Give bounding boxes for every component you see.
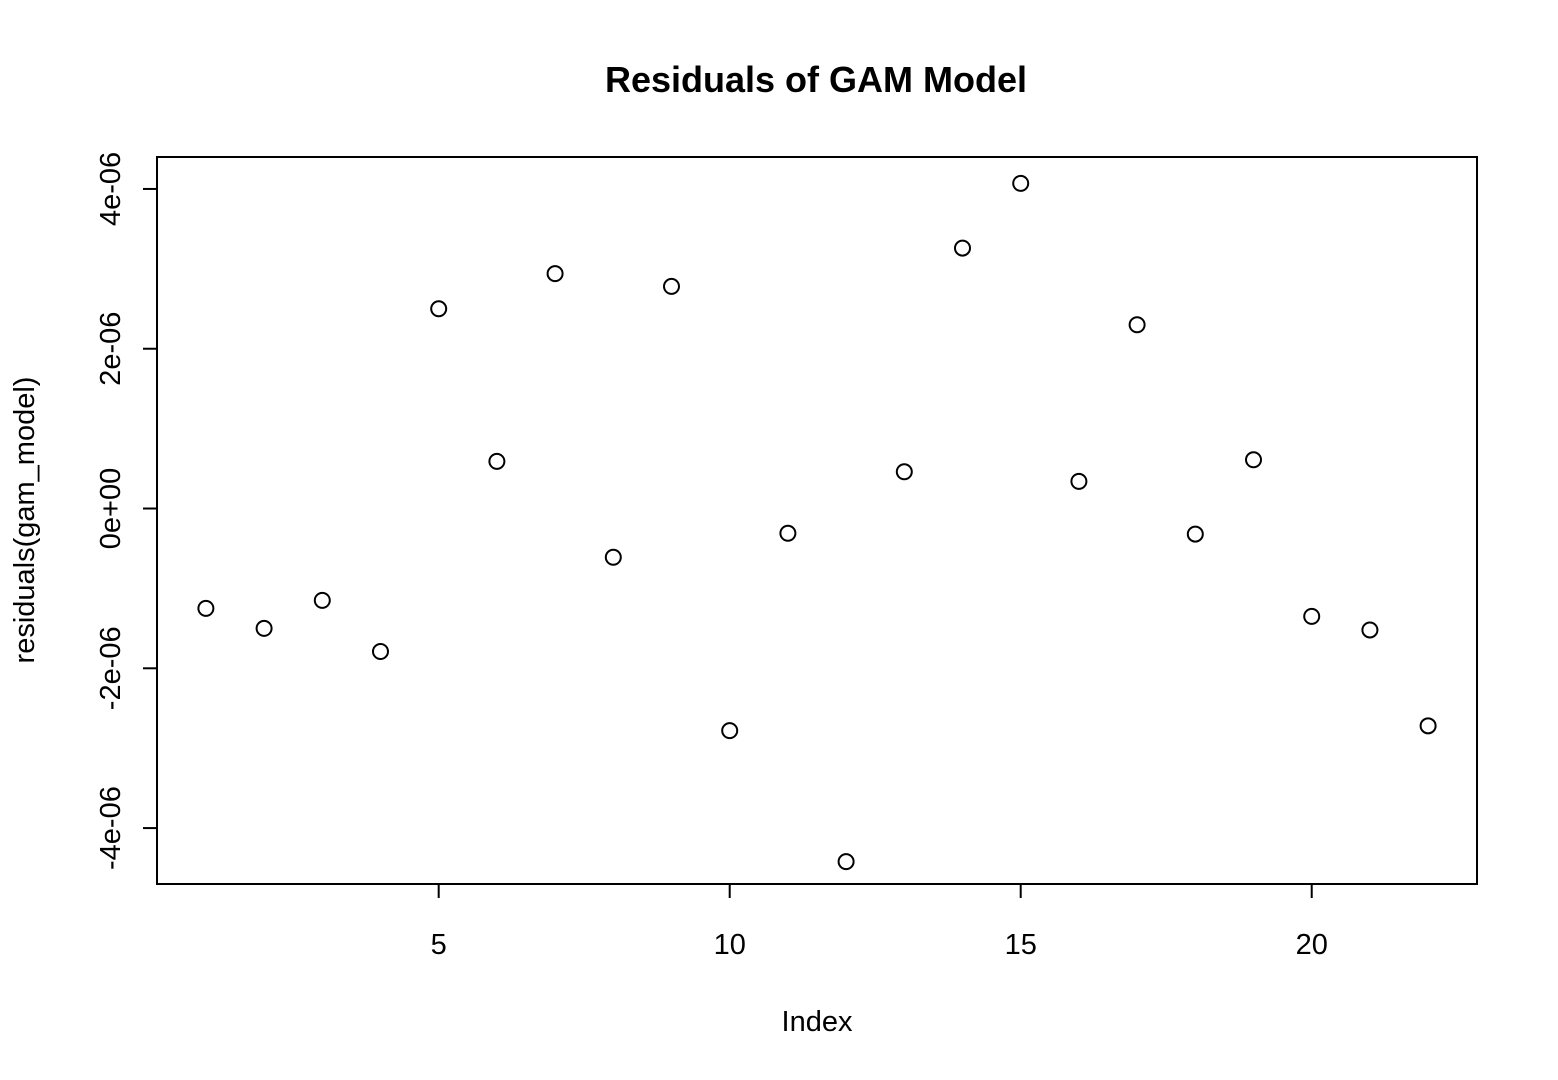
data-point xyxy=(662,277,680,295)
plot-frame xyxy=(156,156,1478,885)
data-point xyxy=(604,548,622,566)
x-axis: 5 10 15 20 xyxy=(431,884,1328,961)
data-point xyxy=(546,265,564,283)
x-tick-label: 15 xyxy=(1005,929,1037,961)
y-axis: -4e-06 -2e-06 0e+00 2e-06 4e-06 xyxy=(95,152,157,870)
data-point xyxy=(488,452,506,470)
data-point xyxy=(1361,621,1379,639)
y-tick-label: 0e+00 xyxy=(95,468,127,549)
y-tick-label: -2e-06 xyxy=(95,626,127,710)
data-point xyxy=(721,722,739,740)
x-tick-label: 20 xyxy=(1296,929,1328,961)
x-tick-label: 5 xyxy=(431,929,447,961)
data-point xyxy=(954,239,972,257)
data-point xyxy=(197,599,215,617)
data-point xyxy=(779,524,797,542)
data-point xyxy=(1303,607,1321,625)
y-tick-label: -4e-06 xyxy=(95,786,127,870)
chart-title: Residuals of GAM Model xyxy=(605,59,1027,100)
data-point xyxy=(1012,174,1030,192)
data-point xyxy=(1128,316,1146,334)
data-points xyxy=(197,174,1437,871)
data-point xyxy=(371,643,389,661)
y-tick-label: 2e-06 xyxy=(95,312,127,386)
x-tick-label: 10 xyxy=(714,929,746,961)
data-point xyxy=(1419,717,1437,735)
y-tick-label: 4e-06 xyxy=(95,152,127,226)
data-point xyxy=(837,853,855,871)
data-point xyxy=(430,300,448,318)
data-point xyxy=(255,619,273,637)
y-axis-label: residuals(gam_model) xyxy=(9,377,41,664)
x-axis-label: Index xyxy=(782,1006,853,1038)
data-point xyxy=(1186,525,1204,543)
data-point xyxy=(313,591,331,609)
data-point xyxy=(1245,451,1263,469)
data-point xyxy=(1070,472,1088,490)
data-point xyxy=(895,463,913,481)
